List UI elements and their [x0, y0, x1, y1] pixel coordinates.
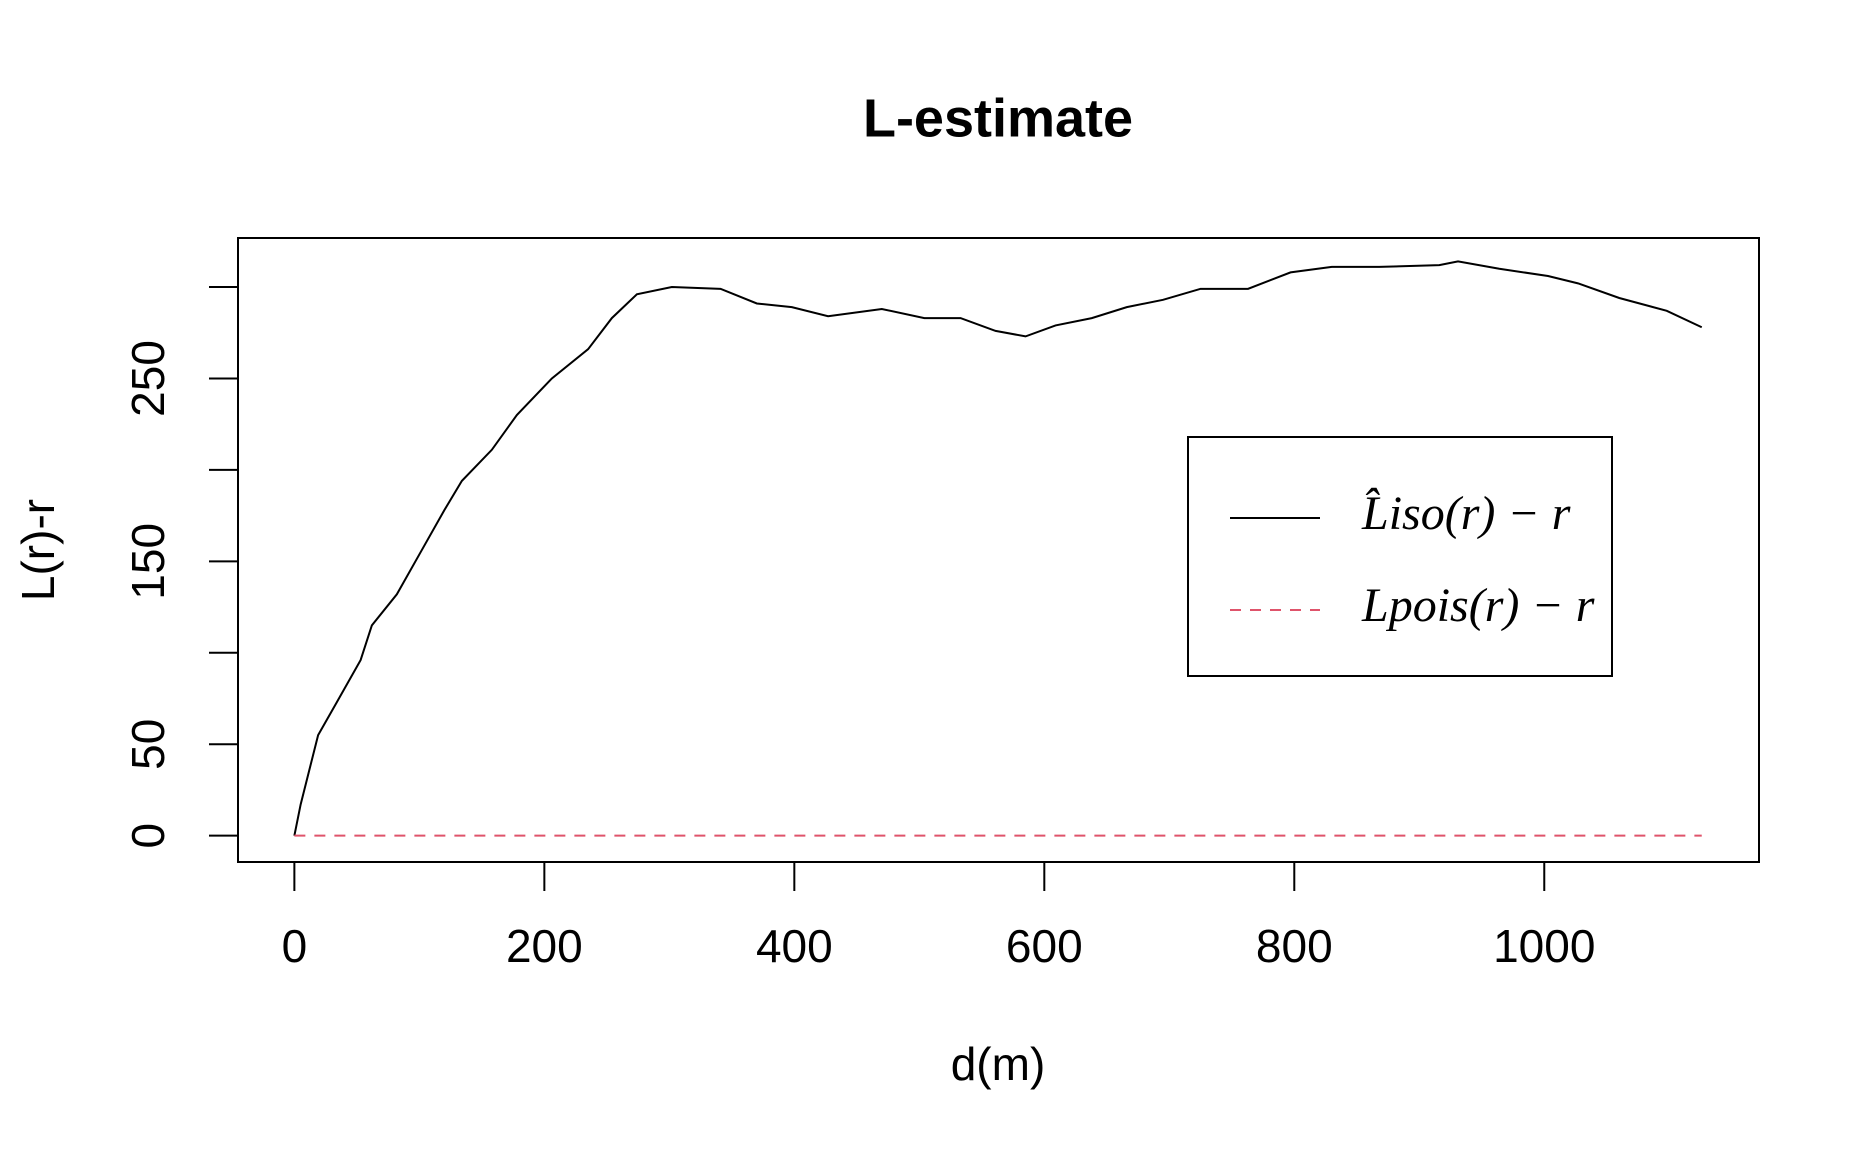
legend-label: Lpois(r) − r [1361, 579, 1595, 632]
x-tick-label: 600 [1006, 920, 1083, 972]
x-tick-label: 200 [506, 920, 583, 972]
x-tick-label: 0 [282, 920, 308, 972]
x-tick-label: 400 [756, 920, 833, 972]
y-tick-label: 250 [122, 340, 174, 417]
x-axis-label: d(m) [951, 1038, 1046, 1090]
legend-label: L̂iso(r) − r [1361, 486, 1571, 540]
x-tick-label: 800 [1256, 920, 1333, 972]
y-tick-label: 150 [122, 523, 174, 600]
y-tick-label: 50 [122, 719, 174, 770]
y-tick-label: 0 [122, 823, 174, 849]
x-tick-label: 1000 [1493, 920, 1595, 972]
legend-box [1187, 436, 1613, 677]
chart-title: L-estimate [863, 88, 1133, 148]
data-line [293, 260, 1703, 836]
y-axis-label: L(r)-r [12, 499, 64, 601]
